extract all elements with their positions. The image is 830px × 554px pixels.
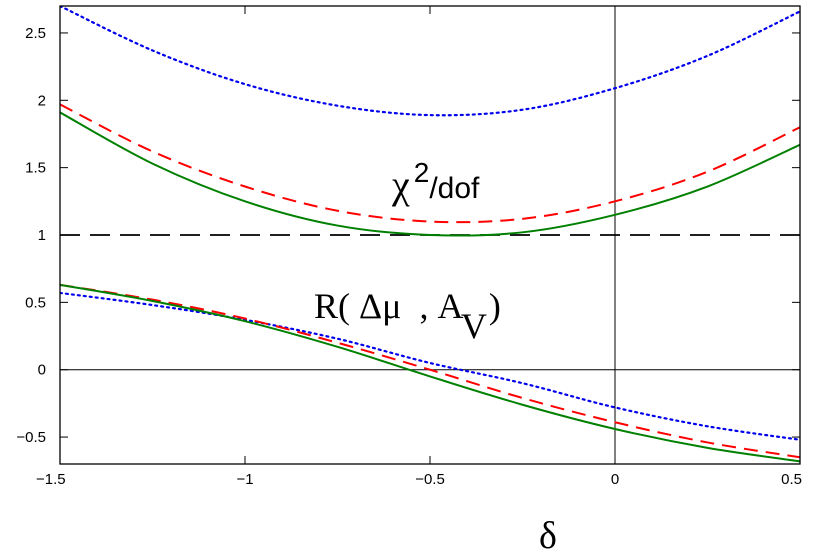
x-tick-label: −1 bbox=[236, 471, 253, 488]
y-tick-label: 1 bbox=[38, 227, 46, 244]
series-line-chi2-dotted bbox=[60, 6, 800, 117]
correlation-prefix: R( Δμ , A bbox=[314, 286, 463, 326]
chi2-annotation: χ 2/dof bbox=[391, 157, 480, 207]
correlation-close: ) bbox=[489, 286, 501, 326]
correlation-subscript: V bbox=[461, 306, 487, 346]
y-tick-label: 2 bbox=[38, 92, 46, 109]
correlation-annotation: R( Δμ , AV) bbox=[314, 286, 501, 346]
y-tick-label: −0.5 bbox=[16, 429, 46, 446]
series-line-corr-dashed bbox=[60, 283, 800, 459]
series-line-corr-solid bbox=[60, 283, 800, 463]
y-tick-label: 1.5 bbox=[25, 160, 46, 177]
x-axis-ticks: −1.5 −1 −0.5 0 0.5 bbox=[36, 6, 802, 488]
x-tick-label: 0.5 bbox=[781, 471, 802, 488]
series-layer bbox=[60, 6, 800, 463]
series-line-corr-dotted bbox=[60, 291, 800, 441]
x-tick-label: 0 bbox=[611, 471, 619, 488]
y-axis-ticks: −0.5 0 0.5 1 1.5 2 2.5 bbox=[16, 25, 800, 446]
y-tick-label: 2.5 bbox=[25, 25, 46, 42]
series-line-chi2-solid bbox=[60, 111, 800, 237]
chi2-superscript: 2 bbox=[414, 157, 430, 188]
y-tick-label: 0 bbox=[38, 362, 46, 379]
chi2-symbol: χ bbox=[391, 162, 410, 207]
x-axis-label: δ bbox=[539, 515, 557, 554]
chi2-suffix: /dof bbox=[429, 172, 480, 205]
x-tick-label: −1.5 bbox=[36, 471, 66, 488]
x-tick-label: −0.5 bbox=[415, 471, 445, 488]
y-tick-label: 0.5 bbox=[25, 294, 46, 311]
